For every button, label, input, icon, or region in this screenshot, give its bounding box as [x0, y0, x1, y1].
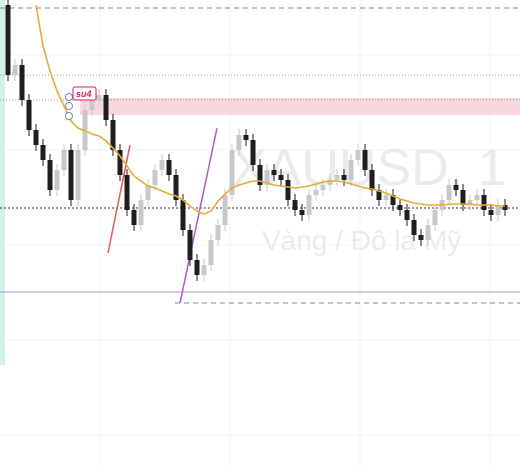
- candle-body: [271, 170, 277, 175]
- candle-body: [40, 145, 46, 160]
- candle-body: [453, 185, 459, 190]
- candle-body: [425, 225, 431, 240]
- candle-body: [68, 150, 74, 200]
- candle-body: [26, 100, 32, 130]
- candle-body: [299, 210, 305, 215]
- candle-body: [82, 110, 88, 150]
- candle-body: [390, 195, 396, 205]
- candle-body: [383, 195, 389, 200]
- trend-line: [179, 127, 218, 304]
- candle-body: [341, 175, 347, 180]
- candle-body: [257, 165, 263, 185]
- session-bar: [0, 0, 5, 365]
- moving-average: [35, 4, 505, 215]
- candle-body: [187, 230, 193, 260]
- candle-body: [131, 210, 137, 225]
- candle-body: [397, 205, 403, 210]
- candle-body: [138, 200, 144, 225]
- annotation-box: [72, 86, 97, 101]
- candle-body: [215, 225, 221, 240]
- watermark-description: Vàng / Đô la Mỹ: [262, 225, 461, 256]
- candle-body: [61, 150, 67, 170]
- candles: [5, 0, 508, 281]
- candle-body: [474, 195, 480, 200]
- candle-body: [166, 160, 172, 175]
- candle-body: [229, 150, 235, 195]
- candle-body: [12, 65, 18, 75]
- candle-body: [418, 235, 424, 240]
- candle-body: [110, 120, 116, 150]
- candle-body: [285, 180, 291, 200]
- candle-body: [404, 210, 410, 220]
- candle-body: [33, 130, 39, 145]
- handle: [65, 102, 73, 110]
- candle-body: [292, 200, 298, 210]
- candle-body: [75, 150, 81, 200]
- candle-body: [432, 210, 438, 225]
- candle-body: [327, 180, 333, 185]
- candle-body: [173, 175, 179, 200]
- candle-body: [460, 190, 466, 205]
- candle-body: [117, 150, 123, 175]
- candle-body: [236, 135, 242, 150]
- candle-body: [488, 210, 494, 215]
- candle-body: [495, 205, 501, 215]
- candle-body: [96, 95, 102, 100]
- candle-body: [348, 160, 354, 180]
- trend-line: [107, 144, 131, 254]
- candle-body: [201, 265, 207, 275]
- candle-body: [334, 175, 340, 180]
- candle-body: [19, 65, 25, 100]
- candle-body: [320, 185, 326, 190]
- candle-body: [306, 195, 312, 215]
- candle-body: [355, 150, 361, 160]
- candle-body: [89, 100, 95, 110]
- candle-body: [159, 160, 165, 170]
- candle-body: [446, 185, 452, 200]
- handle: [65, 112, 73, 120]
- candle-body: [208, 240, 214, 265]
- candle-body: [194, 260, 200, 275]
- handle: [65, 93, 73, 101]
- watermark-symbol: XAUUSD, 1: [232, 139, 507, 197]
- candle-body: [250, 140, 256, 165]
- candle-body: [502, 205, 508, 210]
- candle-body: [362, 150, 368, 170]
- candle-body: [313, 190, 319, 195]
- candle-body: [278, 175, 284, 180]
- candle-body: [467, 200, 473, 205]
- candle-body: [369, 170, 375, 190]
- candle-body: [180, 200, 186, 230]
- candle-body: [54, 170, 60, 190]
- candle-body: [47, 160, 53, 190]
- candle-body: [376, 190, 382, 200]
- candle-body: [145, 185, 151, 200]
- candle-body: [124, 175, 130, 210]
- candle-body: [103, 95, 109, 120]
- candle-body: [264, 170, 270, 185]
- candle-body: [411, 220, 417, 235]
- zone: [80, 98, 520, 115]
- candle-body: [243, 135, 249, 140]
- candle-body: [5, 5, 11, 75]
- candle-body: [222, 195, 228, 225]
- annotation: su4: [76, 89, 92, 99]
- candle-body: [481, 195, 487, 210]
- candle-body: [152, 170, 158, 185]
